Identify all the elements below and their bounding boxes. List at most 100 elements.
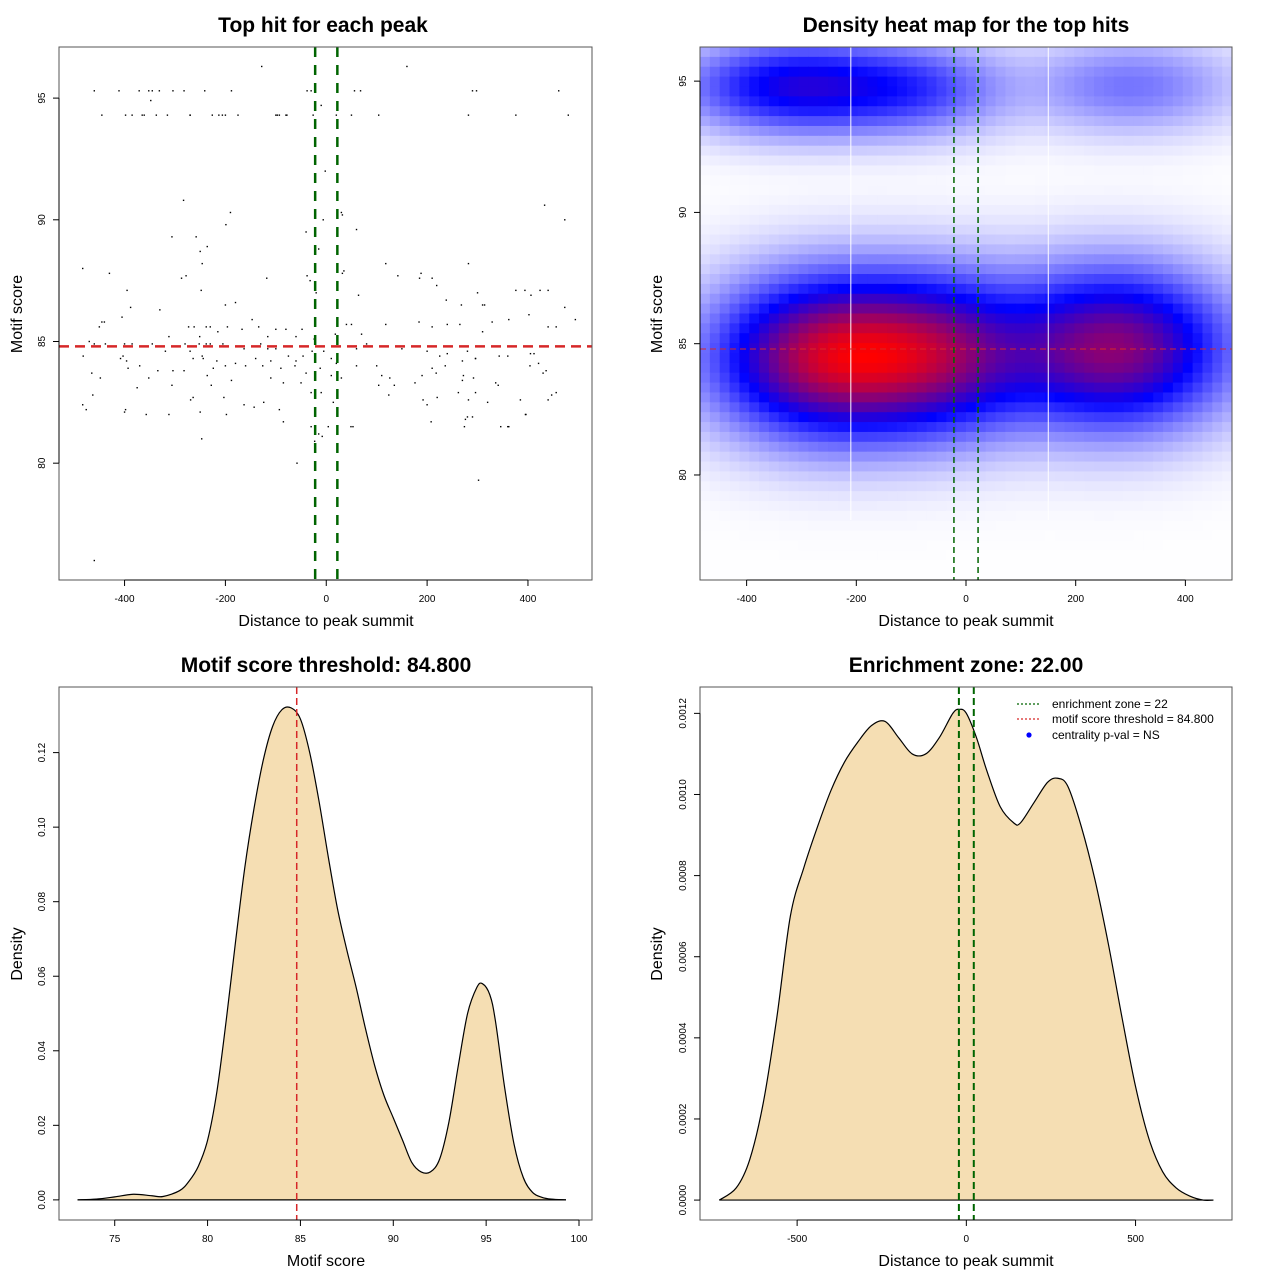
heatmap-cell bbox=[1133, 254, 1144, 265]
heatmap-cell bbox=[1103, 96, 1115, 107]
scatter-point bbox=[237, 114, 239, 116]
heatmap-cell bbox=[956, 412, 967, 423]
heatmap-cell bbox=[700, 254, 711, 265]
heatmap-cell bbox=[1163, 214, 1174, 226]
heatmap-cell bbox=[700, 402, 711, 413]
heatmap-cell bbox=[828, 264, 839, 275]
heatmap-cell bbox=[1064, 501, 1075, 512]
heatmap-cell bbox=[975, 461, 987, 473]
heatmap-cell bbox=[818, 214, 829, 226]
heatmap-cell bbox=[1103, 412, 1115, 423]
heatmap-cell bbox=[1212, 125, 1223, 137]
heatmap-cell bbox=[1054, 352, 1066, 364]
heatmap-cell bbox=[768, 195, 780, 206]
heatmap-cell bbox=[749, 214, 760, 226]
heatmap-cell bbox=[867, 66, 878, 78]
heatmap-cell bbox=[1094, 471, 1105, 482]
heatmap-cell bbox=[768, 520, 780, 532]
heatmap-cell bbox=[1143, 402, 1154, 413]
heatmap-cell bbox=[897, 422, 908, 433]
heatmap-cell bbox=[837, 402, 849, 413]
heatmap-cell bbox=[1133, 313, 1144, 324]
heatmap-cell bbox=[1103, 116, 1115, 127]
heatmap-cell bbox=[1025, 461, 1036, 473]
heatmap-cell bbox=[857, 550, 869, 561]
scatter-point bbox=[324, 170, 326, 172]
heatmap-cell bbox=[1143, 214, 1154, 226]
heatmap-cell bbox=[956, 125, 967, 137]
heatmap-cell bbox=[1103, 254, 1115, 265]
heatmap-cell bbox=[1222, 540, 1232, 551]
heatmap-cell bbox=[857, 491, 869, 502]
heatmap-cell bbox=[788, 47, 800, 58]
scatter-point bbox=[389, 377, 391, 379]
heatmap-cell bbox=[709, 116, 721, 127]
heatmap-cell bbox=[1163, 303, 1174, 315]
scatter-point bbox=[529, 352, 532, 355]
heatmap-cell bbox=[709, 501, 721, 512]
heatmap-cell bbox=[995, 106, 1007, 117]
heatmap-cell bbox=[1163, 244, 1174, 255]
heatmap-cell bbox=[828, 570, 839, 580]
heatmap-cell bbox=[916, 362, 928, 374]
heatmap-cell bbox=[1005, 106, 1016, 117]
scatter-point bbox=[435, 284, 438, 287]
heatmap-cell bbox=[749, 352, 760, 364]
heatmap-cell bbox=[1005, 66, 1016, 78]
score-density-y-axis: 0.000.020.040.060.080.100.12 bbox=[37, 742, 60, 1210]
heatmap-cell bbox=[966, 185, 977, 196]
heatmap-cell bbox=[936, 441, 947, 453]
heatmap-cell bbox=[719, 76, 731, 88]
heatmap-cell bbox=[1034, 145, 1046, 157]
heatmap-cell bbox=[1113, 372, 1125, 384]
heatmap-cell bbox=[936, 86, 947, 97]
heatmap-cell bbox=[1202, 106, 1213, 117]
heatmap-cell bbox=[818, 135, 829, 147]
heatmap-cell bbox=[768, 86, 780, 97]
heatmap-cell bbox=[956, 471, 967, 482]
heatmap-cell bbox=[798, 372, 809, 384]
heatmap-cell bbox=[1222, 175, 1232, 186]
heatmap-cell bbox=[719, 224, 731, 236]
heatmap-cell bbox=[867, 471, 878, 482]
heatmap-cell bbox=[847, 283, 859, 295]
scatter-point bbox=[313, 440, 316, 442]
heatmap-cell bbox=[1172, 116, 1184, 127]
heatmap-cell bbox=[906, 106, 918, 117]
heatmap-cell bbox=[1074, 352, 1085, 364]
heatmap-cell bbox=[1113, 402, 1125, 413]
heatmap-cell bbox=[995, 116, 1007, 127]
heatmap-cell bbox=[759, 392, 770, 403]
heatmap-cell bbox=[906, 264, 918, 275]
scatter-point bbox=[82, 267, 84, 270]
heatmap-cell bbox=[906, 382, 918, 394]
scatter-point bbox=[439, 355, 441, 357]
heatmap-cell bbox=[818, 520, 829, 532]
heatmap-cell bbox=[729, 352, 741, 364]
scatter-point bbox=[159, 309, 161, 311]
heatmap-cell bbox=[788, 402, 800, 413]
heatmap-cell bbox=[847, 382, 859, 394]
scatter-point bbox=[445, 299, 447, 301]
scatter-point bbox=[243, 348, 245, 350]
heatmap-cell bbox=[995, 56, 1007, 68]
heatmap-cell bbox=[837, 195, 849, 206]
heatmap-cell bbox=[1034, 372, 1046, 384]
heatmap-cell bbox=[1025, 323, 1036, 334]
heatmap-cell bbox=[1182, 422, 1194, 433]
heatmap-cell bbox=[1015, 422, 1026, 433]
heatmap-cell bbox=[867, 501, 878, 512]
heatmap-cell bbox=[1153, 520, 1164, 532]
heatmap-cell bbox=[1123, 185, 1135, 196]
heatmap-cell bbox=[788, 530, 800, 542]
heatmap-cell bbox=[1025, 274, 1036, 285]
heatmap-cell bbox=[985, 125, 997, 137]
scatter-point bbox=[474, 391, 477, 394]
scatter-point bbox=[192, 357, 194, 360]
heatmap-cell bbox=[906, 560, 918, 571]
heatmap-cell bbox=[995, 86, 1007, 97]
heatmap-cell bbox=[897, 392, 908, 403]
heatmap-cell bbox=[818, 422, 829, 433]
heatmap-cell bbox=[1212, 165, 1223, 176]
heatmap-cell bbox=[1084, 313, 1095, 324]
